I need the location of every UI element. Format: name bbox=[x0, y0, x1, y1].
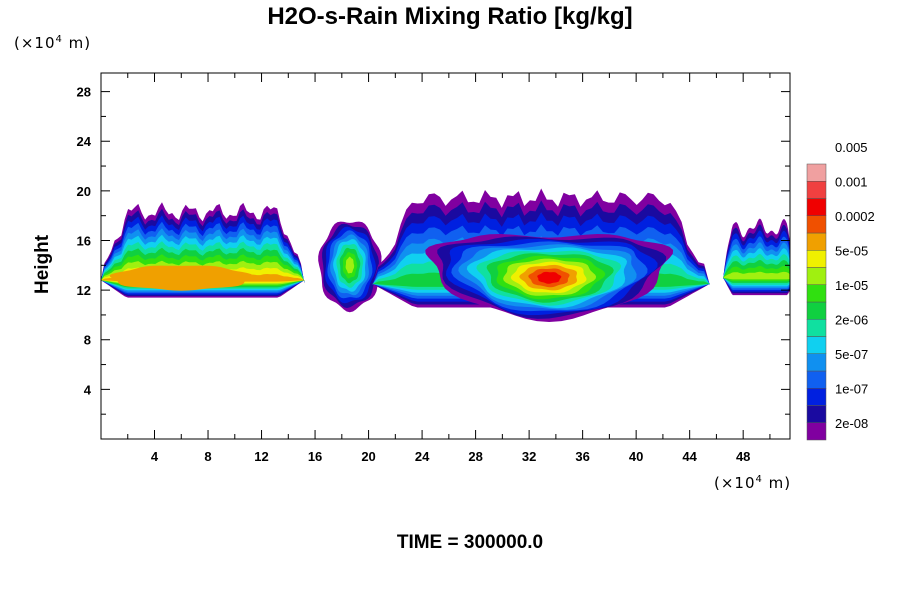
x-tick-label: 40 bbox=[629, 449, 643, 464]
x-tick-label: 44 bbox=[682, 449, 697, 464]
x-tick-label: 4 bbox=[151, 449, 159, 464]
x-tick-label: 48 bbox=[736, 449, 750, 464]
colorbar-segment bbox=[806, 336, 827, 354]
x-tick-label: 16 bbox=[308, 449, 322, 464]
band-left-core-level-0 bbox=[109, 265, 253, 291]
y-tick-label: 20 bbox=[77, 184, 91, 199]
colorbar-segment bbox=[806, 370, 827, 389]
colorbar-segment bbox=[806, 250, 827, 268]
colorbar-segment bbox=[806, 301, 827, 320]
time-label: TIME = 300000.0 bbox=[396, 532, 544, 553]
chart-title: H2O-s-Rain Mixing Ratio [kg/kg] bbox=[267, 3, 633, 30]
y-tick-label: 28 bbox=[77, 85, 91, 100]
colorbar-label: 2e-08 bbox=[835, 416, 868, 431]
y-tick-label: 16 bbox=[77, 233, 91, 248]
x-tick-label: 8 bbox=[204, 449, 211, 464]
colorbar-segment bbox=[806, 388, 827, 406]
y-tick-label: 8 bbox=[84, 333, 91, 348]
colorbar-label: 1e-07 bbox=[835, 381, 868, 396]
colorbar-segment bbox=[806, 319, 827, 337]
colorbar-label: 5e-07 bbox=[835, 347, 868, 362]
y-axis: 4 8 12 16 20 24 28 bbox=[77, 85, 790, 415]
y-tick-label: 24 bbox=[77, 134, 92, 149]
x-axis-unit: (×104 m) bbox=[714, 474, 792, 492]
main-cell-core-level-13 bbox=[537, 271, 562, 284]
colorbar-label: 0.001 bbox=[835, 174, 868, 189]
colorbar-segment bbox=[806, 422, 827, 441]
cell-18-level-9 bbox=[345, 256, 355, 274]
colorbar-segment bbox=[806, 353, 827, 372]
colorbar-label: 1e-05 bbox=[835, 278, 868, 293]
plot-frame bbox=[100, 72, 791, 440]
colorbar-label: 0.0002 bbox=[835, 209, 875, 224]
x-axis: 4 8 12 16 20 24 28 32 36 40 44 48 bbox=[127, 73, 771, 464]
colorbar-segment bbox=[806, 284, 827, 303]
y-axis-unit: (×104 m) bbox=[14, 34, 92, 52]
x-tick-label: 12 bbox=[254, 449, 268, 464]
y-tick-label: 4 bbox=[84, 382, 92, 397]
colorbar-label: 0.005 bbox=[835, 140, 868, 155]
band-right-level-9 bbox=[723, 271, 790, 280]
colorbar-segment bbox=[806, 198, 827, 216]
colorbar-segment bbox=[806, 267, 827, 285]
x-tick-label: 24 bbox=[415, 449, 430, 464]
y-tick-label: 12 bbox=[77, 283, 91, 298]
contour-field bbox=[101, 188, 790, 322]
colorbar-segment bbox=[806, 232, 827, 251]
colorbar-segment bbox=[806, 215, 827, 234]
colorbar-segment bbox=[806, 181, 827, 199]
colorbar-label: 2e-06 bbox=[835, 312, 868, 327]
x-tick-label: 36 bbox=[575, 449, 589, 464]
colorbar-segment bbox=[806, 405, 827, 423]
colorbar-label: 5e-05 bbox=[835, 243, 868, 258]
x-tick-label: 32 bbox=[522, 449, 536, 464]
colorbar: 2e-08 1e-07 5e-07 2e-06 1e-05 5e-05 0.0002 0.00… bbox=[806, 140, 875, 441]
colorbar-segment bbox=[806, 163, 827, 182]
x-tick-label: 28 bbox=[468, 449, 482, 464]
x-tick-label: 20 bbox=[361, 449, 375, 464]
